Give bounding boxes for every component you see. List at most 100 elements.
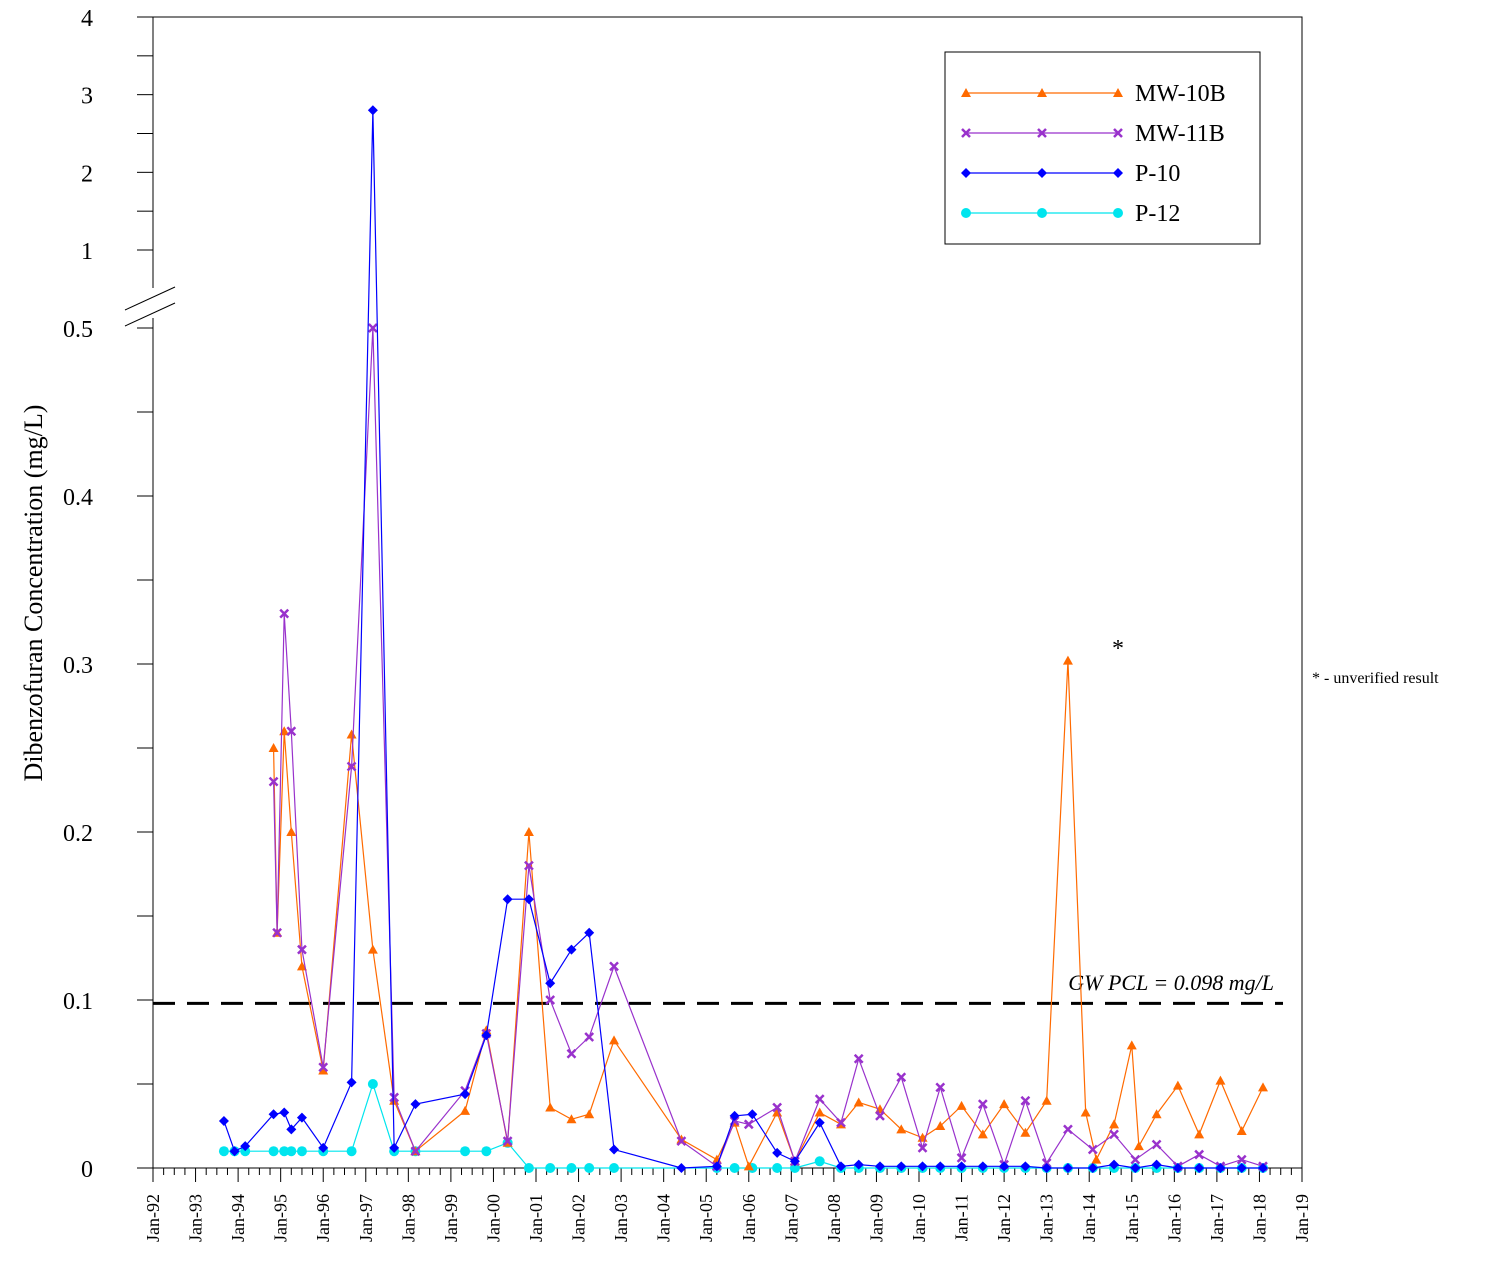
data-point xyxy=(999,1099,1010,1109)
data-point xyxy=(272,927,283,938)
x-tick-label: Jan-17 xyxy=(1207,1194,1227,1242)
data-point xyxy=(1062,1163,1073,1173)
data-point xyxy=(935,1082,946,1093)
data-point xyxy=(1041,1095,1052,1105)
y-tick-label: 0.2 xyxy=(63,821,93,847)
data-point xyxy=(814,1156,825,1167)
data-point xyxy=(676,1134,687,1144)
data-point xyxy=(1215,1075,1226,1085)
data-point xyxy=(502,1136,513,1147)
y-axis: 0 0.1 0.2 0.3 0.4 0.5 1 2 3 4 xyxy=(63,6,176,1183)
x-tick-label: Jan-93 xyxy=(186,1194,206,1242)
data-point xyxy=(460,1146,471,1157)
data-point xyxy=(609,1144,620,1155)
legend-box xyxy=(944,51,1261,245)
data-point xyxy=(367,323,378,333)
data-point xyxy=(1020,1161,1031,1172)
data-point xyxy=(729,1110,740,1121)
data-point xyxy=(296,1146,307,1157)
data-point xyxy=(896,1072,907,1083)
unverified-asterisk: * xyxy=(1112,636,1124,662)
legend-marker xyxy=(1113,208,1123,218)
data-point xyxy=(977,1099,988,1110)
data-point xyxy=(566,1114,577,1124)
data-point xyxy=(389,1142,400,1153)
data-point xyxy=(279,1107,290,1118)
data-point xyxy=(523,827,534,836)
data-point xyxy=(1041,1163,1052,1173)
data-point xyxy=(875,1111,885,1121)
data-point xyxy=(1126,1040,1137,1050)
data-point xyxy=(584,1163,595,1173)
data-point xyxy=(297,944,307,955)
data-point xyxy=(268,743,279,752)
legend-marker xyxy=(1037,88,1047,97)
data-point xyxy=(1236,1154,1247,1165)
data-point xyxy=(1130,1163,1141,1173)
data-point xyxy=(481,1030,492,1041)
y-tick-label: 0.1 xyxy=(63,989,93,1015)
data-point xyxy=(1151,1109,1162,1119)
data-point xyxy=(240,1141,251,1152)
legend-marker xyxy=(1037,168,1047,178)
data-point xyxy=(524,860,534,871)
legend-marker xyxy=(1113,128,1123,138)
data-point xyxy=(917,1142,928,1153)
data-point xyxy=(676,1163,687,1173)
data-point xyxy=(1080,1107,1091,1117)
data-point xyxy=(240,1146,251,1157)
y-tick-label: 0.4 xyxy=(63,485,93,511)
x-tick-label: Jan-02 xyxy=(569,1194,589,1242)
series-group xyxy=(218,105,1268,1173)
data-point xyxy=(1194,1129,1205,1139)
data-point xyxy=(410,1099,421,1110)
data-point xyxy=(1130,1154,1141,1165)
data-point xyxy=(1020,1095,1031,1106)
x-tick-label: Jan-04 xyxy=(654,1194,674,1242)
data-point xyxy=(584,1109,595,1119)
data-point xyxy=(279,608,290,619)
data-point xyxy=(772,1163,783,1173)
data-point xyxy=(279,1146,290,1157)
data-point xyxy=(609,1035,620,1045)
data-point xyxy=(268,1109,279,1120)
data-point xyxy=(1215,1163,1226,1173)
data-point xyxy=(814,1094,825,1105)
unverified-note: * - unverified result xyxy=(1312,670,1439,687)
x-tick-label: Jan-06 xyxy=(739,1194,759,1242)
x-tick-label: Jan-92 xyxy=(143,1194,163,1242)
axis-break-gap xyxy=(123,288,155,318)
data-point xyxy=(545,1102,556,1112)
data-point xyxy=(584,1032,595,1042)
legend-label: P-12 xyxy=(1135,201,1180,227)
data-point xyxy=(956,1100,967,1110)
data-point xyxy=(999,1161,1010,1172)
legend-marker xyxy=(961,168,971,178)
data-point xyxy=(389,1092,400,1103)
data-point xyxy=(410,1146,421,1157)
y-tick-label: 0 xyxy=(81,1157,93,1183)
legend-marker xyxy=(1113,88,1123,97)
data-point xyxy=(218,1115,229,1126)
legend-item: MW-10B xyxy=(961,81,1226,107)
data-point xyxy=(1020,1127,1031,1137)
x-tick-label: Jan-01 xyxy=(526,1194,546,1242)
data-point xyxy=(545,978,556,989)
x-tick-label: Jan-09 xyxy=(866,1194,886,1242)
data-point xyxy=(229,1146,240,1157)
y-tick-label: 2 xyxy=(81,161,93,187)
x-tick-label: Jan-16 xyxy=(1164,1194,1184,1242)
data-point xyxy=(1091,1154,1102,1164)
data-point xyxy=(814,1107,825,1117)
data-point xyxy=(346,1146,357,1157)
data-point xyxy=(896,1124,907,1134)
data-point xyxy=(268,1146,279,1157)
data-point xyxy=(286,827,297,836)
data-point xyxy=(1041,1158,1052,1168)
data-point xyxy=(1236,1126,1247,1136)
x-tick-label: Jan-00 xyxy=(483,1194,503,1242)
data-point xyxy=(874,1161,885,1172)
data-point xyxy=(1062,655,1073,665)
legend-item: MW-11B xyxy=(961,121,1225,147)
